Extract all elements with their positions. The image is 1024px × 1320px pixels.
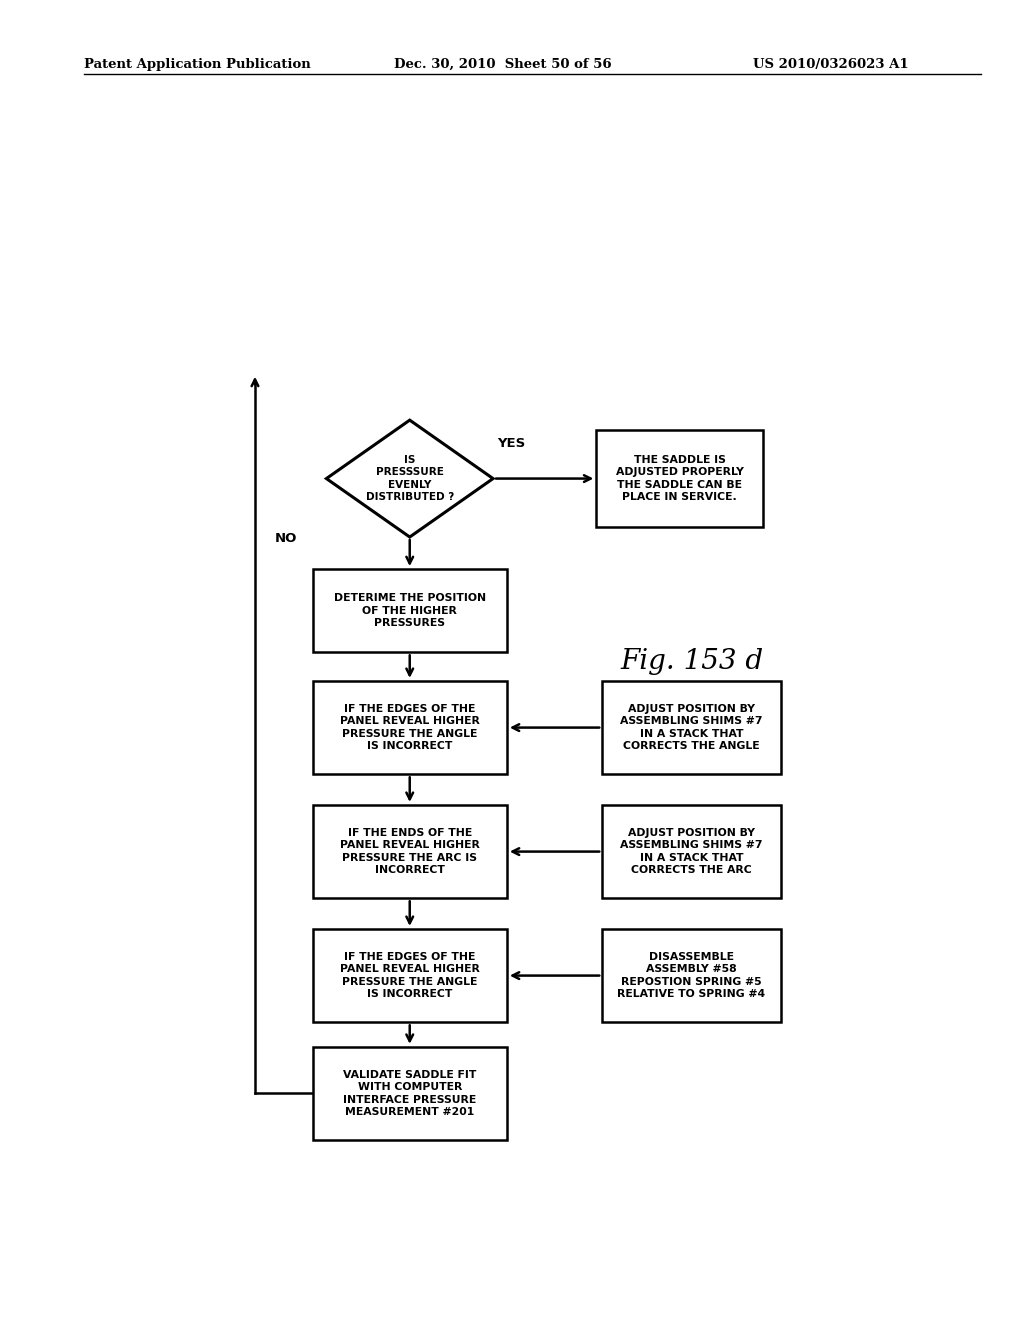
- FancyBboxPatch shape: [602, 805, 780, 899]
- Text: DISASSEMBLE
ASSEMBLY #58
REPOSTION SPRING #5
RELATIVE TO SPRING #4: DISASSEMBLE ASSEMBLY #58 REPOSTION SPRIN…: [617, 952, 766, 999]
- FancyBboxPatch shape: [602, 929, 780, 1022]
- Text: Fig. 153 d: Fig. 153 d: [620, 648, 763, 675]
- FancyBboxPatch shape: [596, 430, 763, 527]
- Text: DETERIME THE POSITION
OF THE HIGHER
PRESSURES: DETERIME THE POSITION OF THE HIGHER PRES…: [334, 593, 485, 628]
- FancyBboxPatch shape: [602, 681, 780, 775]
- Text: VALIDATE SADDLE FIT
WITH COMPUTER
INTERFACE PRESSURE
MEASUREMENT #201: VALIDATE SADDLE FIT WITH COMPUTER INTERF…: [343, 1071, 476, 1117]
- FancyBboxPatch shape: [312, 569, 507, 652]
- Text: Patent Application Publication: Patent Application Publication: [84, 58, 310, 71]
- Text: YES: YES: [497, 437, 525, 450]
- Polygon shape: [327, 420, 494, 537]
- Text: NO: NO: [274, 532, 297, 545]
- Text: Dec. 30, 2010  Sheet 50 of 56: Dec. 30, 2010 Sheet 50 of 56: [394, 58, 612, 71]
- Text: IS
PRESSSURE
EVENLY
DISTRIBUTED ?: IS PRESSSURE EVENLY DISTRIBUTED ?: [366, 455, 454, 502]
- Text: US 2010/0326023 A1: US 2010/0326023 A1: [753, 58, 908, 71]
- FancyBboxPatch shape: [312, 929, 507, 1022]
- Text: IF THE EDGES OF THE
PANEL REVEAL HIGHER
PRESSURE THE ANGLE
IS INCORRECT: IF THE EDGES OF THE PANEL REVEAL HIGHER …: [340, 704, 479, 751]
- Text: IF THE ENDS OF THE
PANEL REVEAL HIGHER
PRESSURE THE ARC IS
INCORRECT: IF THE ENDS OF THE PANEL REVEAL HIGHER P…: [340, 828, 479, 875]
- Text: IF THE EDGES OF THE
PANEL REVEAL HIGHER
PRESSURE THE ANGLE
IS INCORRECT: IF THE EDGES OF THE PANEL REVEAL HIGHER …: [340, 952, 479, 999]
- FancyBboxPatch shape: [312, 681, 507, 775]
- FancyBboxPatch shape: [312, 1047, 507, 1140]
- Text: ADJUST POSITION BY
ASSEMBLING SHIMS #7
IN A STACK THAT
CORRECTS THE ARC: ADJUST POSITION BY ASSEMBLING SHIMS #7 I…: [621, 828, 763, 875]
- Text: ADJUST POSITION BY
ASSEMBLING SHIMS #7
IN A STACK THAT
CORRECTS THE ANGLE: ADJUST POSITION BY ASSEMBLING SHIMS #7 I…: [621, 704, 763, 751]
- Text: THE SADDLE IS
ADJUSTED PROPERLY
THE SADDLE CAN BE
PLACE IN SERVICE.: THE SADDLE IS ADJUSTED PROPERLY THE SADD…: [615, 455, 743, 502]
- FancyBboxPatch shape: [312, 805, 507, 899]
